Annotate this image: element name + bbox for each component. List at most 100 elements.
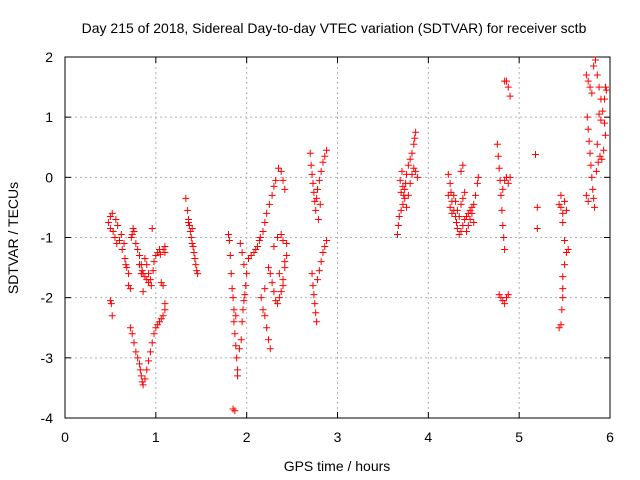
data-point xyxy=(501,176,509,184)
data-point xyxy=(143,261,151,269)
x-tick-label: 3 xyxy=(334,429,342,445)
data-point xyxy=(309,179,317,187)
data-point xyxy=(401,194,409,202)
data-point xyxy=(444,170,452,178)
data-point xyxy=(453,224,461,232)
y-tick-label: -1 xyxy=(41,230,54,246)
data-point xyxy=(237,336,245,344)
data-point xyxy=(533,224,541,232)
data-point xyxy=(126,285,134,293)
data-point xyxy=(261,285,269,293)
data-point xyxy=(314,185,322,193)
data-point xyxy=(189,243,197,251)
data-point xyxy=(279,176,287,184)
data-point xyxy=(601,95,609,103)
data-point xyxy=(141,273,149,281)
data-point xyxy=(250,249,258,257)
data-point xyxy=(152,252,160,260)
data-point xyxy=(446,179,454,187)
data-point xyxy=(459,194,467,202)
data-point xyxy=(396,176,404,184)
data-point xyxy=(464,221,472,229)
data-point xyxy=(555,324,563,332)
data-point xyxy=(108,312,116,320)
data-point xyxy=(240,297,248,305)
data-point xyxy=(598,155,606,163)
data-point xyxy=(601,83,609,91)
data-point xyxy=(582,71,590,79)
data-point xyxy=(134,246,142,254)
x-axis-label: GPS time / hours xyxy=(284,458,391,474)
data-point xyxy=(270,288,278,296)
data-point xyxy=(128,230,136,238)
data-point xyxy=(500,234,508,241)
data-point xyxy=(557,203,565,211)
data-point xyxy=(321,152,329,160)
data-point xyxy=(129,224,137,232)
data-point xyxy=(155,318,163,326)
data-point xyxy=(277,288,285,296)
data-point xyxy=(596,152,604,160)
y-tick-label: -3 xyxy=(41,350,54,366)
data-point xyxy=(473,179,481,187)
data-point xyxy=(411,134,419,142)
data-point xyxy=(139,288,147,296)
data-point xyxy=(495,291,503,299)
data-point xyxy=(555,200,563,208)
data-point xyxy=(583,113,591,121)
data-point xyxy=(266,270,274,278)
data-point xyxy=(316,200,324,208)
data-point xyxy=(319,249,327,257)
data-point xyxy=(504,83,512,91)
data-point xyxy=(188,240,196,248)
data-point xyxy=(589,185,597,193)
data-point xyxy=(242,282,250,290)
data-point xyxy=(125,282,133,290)
data-point xyxy=(159,282,167,290)
data-point xyxy=(470,218,478,226)
data-point xyxy=(398,167,406,175)
data-point xyxy=(132,348,140,356)
data-point xyxy=(265,200,273,208)
data-point xyxy=(319,158,327,166)
data-point xyxy=(236,240,244,248)
data-point xyxy=(314,276,322,284)
data-point xyxy=(135,261,143,269)
grid-lines xyxy=(64,56,611,419)
data-point xyxy=(403,203,411,211)
data-point xyxy=(410,164,418,172)
data-point xyxy=(114,221,122,229)
data-point xyxy=(533,203,541,211)
data-point xyxy=(121,255,129,263)
data-point xyxy=(231,330,239,338)
x-tick-label: 5 xyxy=(515,429,523,445)
data-point xyxy=(192,261,200,269)
data-point xyxy=(193,267,201,275)
y-axis-label: SDTVAR / TECUs xyxy=(5,182,21,294)
data-point xyxy=(277,167,285,175)
data-point xyxy=(307,161,315,169)
data-point xyxy=(225,230,232,238)
data-point xyxy=(457,200,465,208)
data-point xyxy=(141,255,149,263)
data-point xyxy=(466,215,474,223)
data-point xyxy=(399,182,407,190)
x-tick-label: 2 xyxy=(243,429,251,445)
data-point xyxy=(263,324,271,332)
data-point xyxy=(233,354,241,362)
data-point xyxy=(312,309,320,317)
data-point xyxy=(125,270,133,278)
data-point xyxy=(106,212,114,220)
data-point xyxy=(225,237,233,245)
data-point xyxy=(159,246,167,254)
data-point xyxy=(592,167,600,175)
data-point xyxy=(474,173,482,181)
data-point xyxy=(313,194,321,202)
data-point xyxy=(601,119,609,127)
data-point xyxy=(314,215,322,223)
data-point xyxy=(559,209,567,217)
data-point xyxy=(112,215,120,223)
data-point xyxy=(141,375,149,383)
data-point xyxy=(468,203,476,211)
data-point xyxy=(232,342,240,350)
